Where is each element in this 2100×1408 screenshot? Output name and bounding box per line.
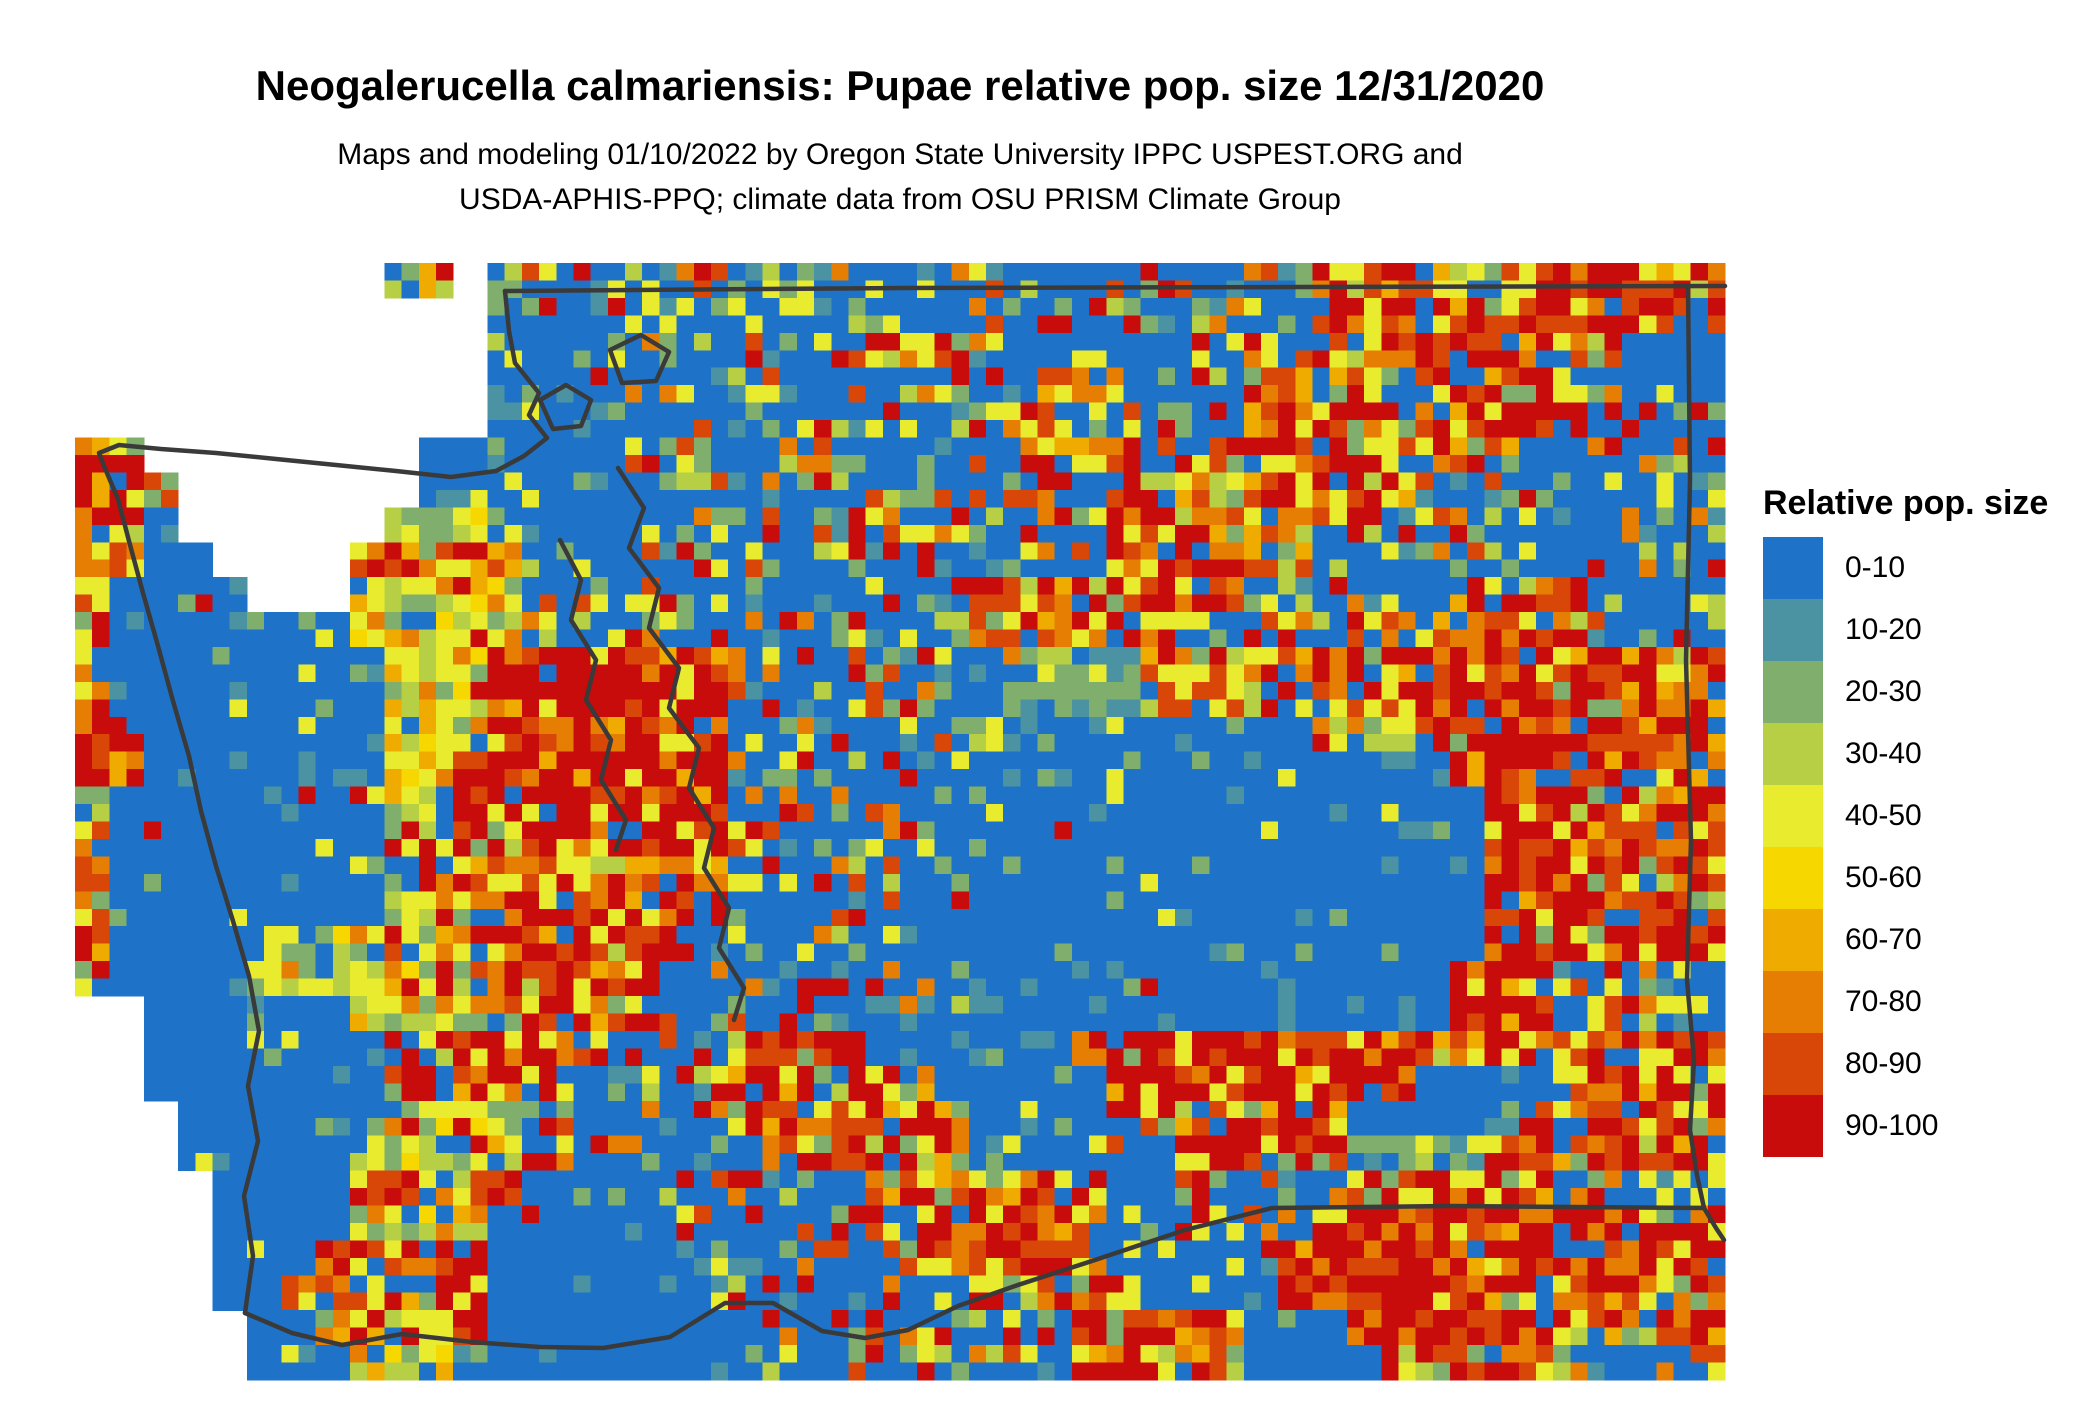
legend-swatch bbox=[1763, 971, 1823, 1033]
legend-item: 20-30 bbox=[1763, 661, 2048, 723]
san-juan-island-outline-1 bbox=[537, 382, 594, 432]
legend-label: 40-50 bbox=[1845, 799, 1922, 832]
legend-label: 70-80 bbox=[1845, 985, 1922, 1018]
hood-canal-outline bbox=[557, 537, 629, 853]
legend-swatch bbox=[1763, 1095, 1823, 1157]
legend-label: 60-70 bbox=[1845, 923, 1922, 956]
legend-items: 0-10 10-20 20-30 30-40 40-50 50-60 60-70 70-80 8… bbox=[1763, 537, 2048, 1157]
san-juan-island-outline-2 bbox=[607, 332, 672, 386]
legend-label: 90-100 bbox=[1845, 1109, 1939, 1142]
legend-swatch bbox=[1763, 537, 1823, 599]
state-border-south bbox=[242, 1203, 1707, 1351]
state-border-east bbox=[1683, 283, 1727, 1243]
title-block: Neogalerucella calmariensis: Pupae relat… bbox=[0, 62, 1800, 222]
legend-title: Relative pop. size bbox=[1763, 484, 2049, 522]
legend-swatch bbox=[1763, 661, 1823, 723]
puget-sound-outline bbox=[615, 465, 747, 1023]
subtitle-line-1: Maps and modeling 01/10/2022 by Oregon S… bbox=[337, 138, 1463, 171]
raster-cells bbox=[75, 263, 1726, 1381]
page-title: Neogalerucella calmariensis: Pupae relat… bbox=[255, 62, 1545, 109]
legend-item: 80-90 bbox=[1763, 1033, 2048, 1095]
subtitle-line-2: USDA-APHIS-PPQ; climate data from OSU PR… bbox=[459, 183, 1341, 216]
legend-item: 0-10 bbox=[1763, 537, 2048, 599]
state-border-coast bbox=[96, 288, 550, 1316]
legend-swatch bbox=[1763, 1033, 1823, 1095]
legend-label: 80-90 bbox=[1845, 1047, 1922, 1080]
legend-item: 90-100 bbox=[1763, 1095, 2048, 1157]
legend-item: 30-40 bbox=[1763, 723, 2048, 785]
legend-label: 10-20 bbox=[1845, 613, 1922, 646]
legend-label: 20-30 bbox=[1845, 675, 1922, 708]
legend-swatch bbox=[1763, 909, 1823, 971]
legend-label: 0-10 bbox=[1845, 551, 1906, 584]
legend-item: 70-80 bbox=[1763, 971, 2048, 1033]
legend-swatch bbox=[1763, 785, 1823, 847]
state-border-group bbox=[96, 283, 1728, 1351]
legend-item: 50-60 bbox=[1763, 847, 2048, 909]
state-border-canada bbox=[502, 283, 1728, 294]
legend-item: 40-50 bbox=[1763, 785, 2048, 847]
legend-swatch bbox=[1763, 599, 1823, 661]
legend-swatch bbox=[1763, 723, 1823, 785]
legend-label: 30-40 bbox=[1845, 737, 1922, 770]
legend-label: 50-60 bbox=[1845, 861, 1922, 894]
legend-item: 60-70 bbox=[1763, 909, 2048, 971]
map-subtitle: Maps and modeling 01/10/2022 by Oregon S… bbox=[0, 132, 1800, 222]
legend: Relative pop. size 0-10 10-20 20-30 30-40 40… bbox=[1763, 484, 2048, 1157]
legend-item: 10-20 bbox=[1763, 599, 2048, 661]
legend-swatch bbox=[1763, 847, 1823, 909]
